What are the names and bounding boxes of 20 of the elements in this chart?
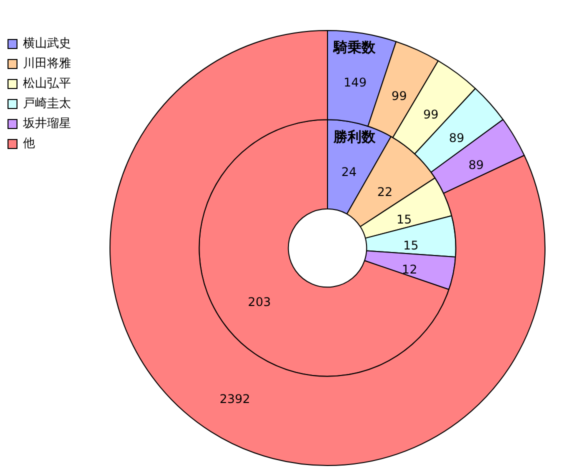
legend-label: 戸崎圭太 xyxy=(23,96,71,110)
legend-label: 横山武史 xyxy=(23,36,71,50)
legend-label: 坂井瑠星 xyxy=(22,116,71,130)
legend-label: 松山弘平 xyxy=(23,76,71,90)
data-label: 2392 xyxy=(220,392,250,406)
data-label: 99 xyxy=(392,88,407,103)
data-label: 15 xyxy=(403,238,419,252)
data-label: 99 xyxy=(423,108,439,122)
data-label: 22 xyxy=(377,185,393,200)
data-label: 203 xyxy=(248,294,271,309)
data-label: 149 xyxy=(344,75,367,90)
data-label: 12 xyxy=(402,262,418,277)
data-label: 89 xyxy=(468,158,484,172)
data-label: 89 xyxy=(448,131,464,146)
legend-label: 他 xyxy=(23,136,35,150)
data-label: 15 xyxy=(396,212,412,226)
slice-label: 勝利数 xyxy=(332,129,376,146)
legend-label: 川田将雅 xyxy=(23,56,71,70)
data-label: 24 xyxy=(341,165,357,180)
slice-label: 騎乗数 xyxy=(332,39,376,56)
